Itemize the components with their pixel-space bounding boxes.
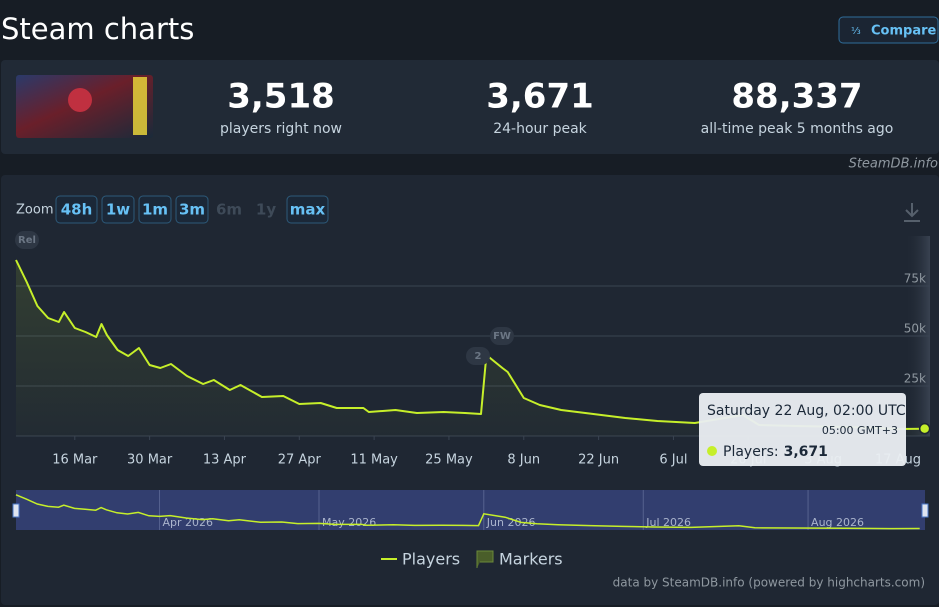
navigator-tick-label: Jun 2026 — [486, 516, 536, 529]
x-tick-label: 30 Mar — [127, 453, 173, 468]
stat-value: 3,518 — [227, 77, 335, 117]
zoom-button[interactable]: 48h — [55, 195, 98, 224]
zoom-button-bg — [55, 195, 98, 224]
marker-label: FW — [493, 331, 511, 342]
zoom-button-label: 1y — [256, 201, 276, 219]
y-tick-label: 75k — [904, 272, 926, 286]
page-title: Steam charts — [1, 12, 194, 46]
game-art — [16, 75, 153, 138]
zoom-button-label: 1m — [142, 201, 168, 219]
source-tag: SteamDB.info — [849, 157, 938, 172]
credits: data by SteamDB.info (powered by highcha… — [613, 576, 925, 590]
x-tick-label: 25 May — [425, 453, 473, 468]
tooltip-swatch — [707, 446, 717, 456]
compare-button[interactable]: ⅓ Compare — [838, 16, 939, 44]
marker-badge — [15, 231, 39, 249]
zoom-button-bg — [286, 195, 329, 224]
compare-icon: ⅓ — [851, 26, 861, 37]
stats-card — [1, 60, 939, 154]
navigator: Apr 2026 May 2026 Jun 2026 Jul 2026 Aug 2026 — [12, 490, 929, 530]
stat-label: 24-hour peak — [493, 121, 587, 137]
zoom-buttons: 48h 1w 1m 3m 6m 1y max — [55, 195, 329, 224]
navigator-line — [15, 494, 920, 530]
zoom-button[interactable]: 3m — [175, 195, 209, 224]
zoom-button-label: 6m — [216, 201, 242, 219]
legend-item[interactable]: Markers — [476, 550, 563, 569]
y-tick-label: 25k — [904, 372, 926, 386]
zoom-button-bg — [101, 195, 135, 224]
marker-badge — [466, 347, 490, 365]
plot: 25k 50k 75k 16 Mar 30 Mar 13 Apr 27 Apr 11 May 2… — [15, 231, 930, 468]
zoom-button-label: 3m — [179, 201, 205, 219]
legend-label: Players — [402, 550, 460, 569]
zoom-button: 6m — [216, 201, 242, 219]
x-tick-label: 22 Jun — [578, 453, 619, 468]
hover-point — [918, 422, 931, 435]
tooltip-title: Saturday 22 Aug, 02:00 UTC — [707, 403, 906, 419]
navigator-handle[interactable] — [921, 503, 929, 518]
x-tick-label: 16 Mar — [52, 453, 98, 468]
y-tick-label: 50k — [904, 322, 926, 336]
marker-label: 2 — [475, 351, 482, 362]
stats: 3,518 players right now 3,671 24-hour peak 8… — [220, 77, 893, 138]
download-glyph — [904, 203, 920, 222]
x-tick-label: 11 May — [350, 453, 398, 468]
tooltip-label: Players: — [723, 444, 779, 460]
zoom-label: Zoom — [16, 203, 53, 218]
tooltip-subtitle: 05:00 GMT+3 — [822, 424, 898, 437]
download-icon[interactable] — [904, 203, 920, 222]
x-tick-label: 13 Apr — [203, 453, 247, 468]
compare-label: Compare — [871, 24, 937, 39]
x-tick-label: 8 Jun — [507, 453, 540, 468]
marker-badge — [490, 327, 514, 345]
stat-value: 3,671 — [486, 77, 594, 117]
legend-item[interactable]: Players — [381, 550, 460, 569]
tooltip-value: 3,671 — [784, 444, 828, 460]
legend-flag — [476, 550, 494, 568]
stat-label: players right now — [220, 121, 342, 137]
series-line — [15, 259, 925, 430]
navigator-tick-label: May 2026 — [322, 516, 376, 529]
legend-label: Markers — [499, 550, 563, 569]
zoom-button[interactable]: 1m — [138, 195, 172, 224]
zoom-button[interactable]: max — [286, 195, 329, 224]
legend: Players Markers — [381, 550, 563, 569]
stat-value: 88,337 — [731, 77, 862, 117]
zoom-button-label: max — [290, 201, 326, 219]
x-tick-label: 6 Jul — [659, 453, 687, 468]
navigator-tick-label: Aug 2026 — [811, 516, 864, 529]
zoom-button-bg — [175, 195, 209, 224]
zoom-button: 1y — [256, 201, 276, 219]
x-tick-label: 27 Apr — [278, 453, 322, 468]
stat-label: all-time peak 5 months ago — [701, 121, 894, 137]
tooltip-box — [699, 393, 906, 466]
compare-button-bg — [838, 16, 939, 44]
zoom-button-label: 48h — [61, 201, 93, 219]
zoom-button-bg — [138, 195, 172, 224]
navigator-bg — [16, 490, 925, 530]
navigator-handle[interactable] — [12, 503, 20, 518]
game-art-stripe — [133, 77, 147, 135]
zoom-button-label: 1w — [106, 201, 130, 219]
tooltip: Saturday 22 Aug, 02:00 UTC 05:00 GMT+3 Pla… — [699, 393, 931, 466]
navigator-tick-label: Jul 2026 — [645, 516, 691, 529]
marker-label: Rel — [18, 235, 36, 246]
game-art-figure — [68, 88, 92, 112]
area-fill — [16, 260, 925, 436]
zoom-button[interactable]: 1w — [101, 195, 135, 224]
